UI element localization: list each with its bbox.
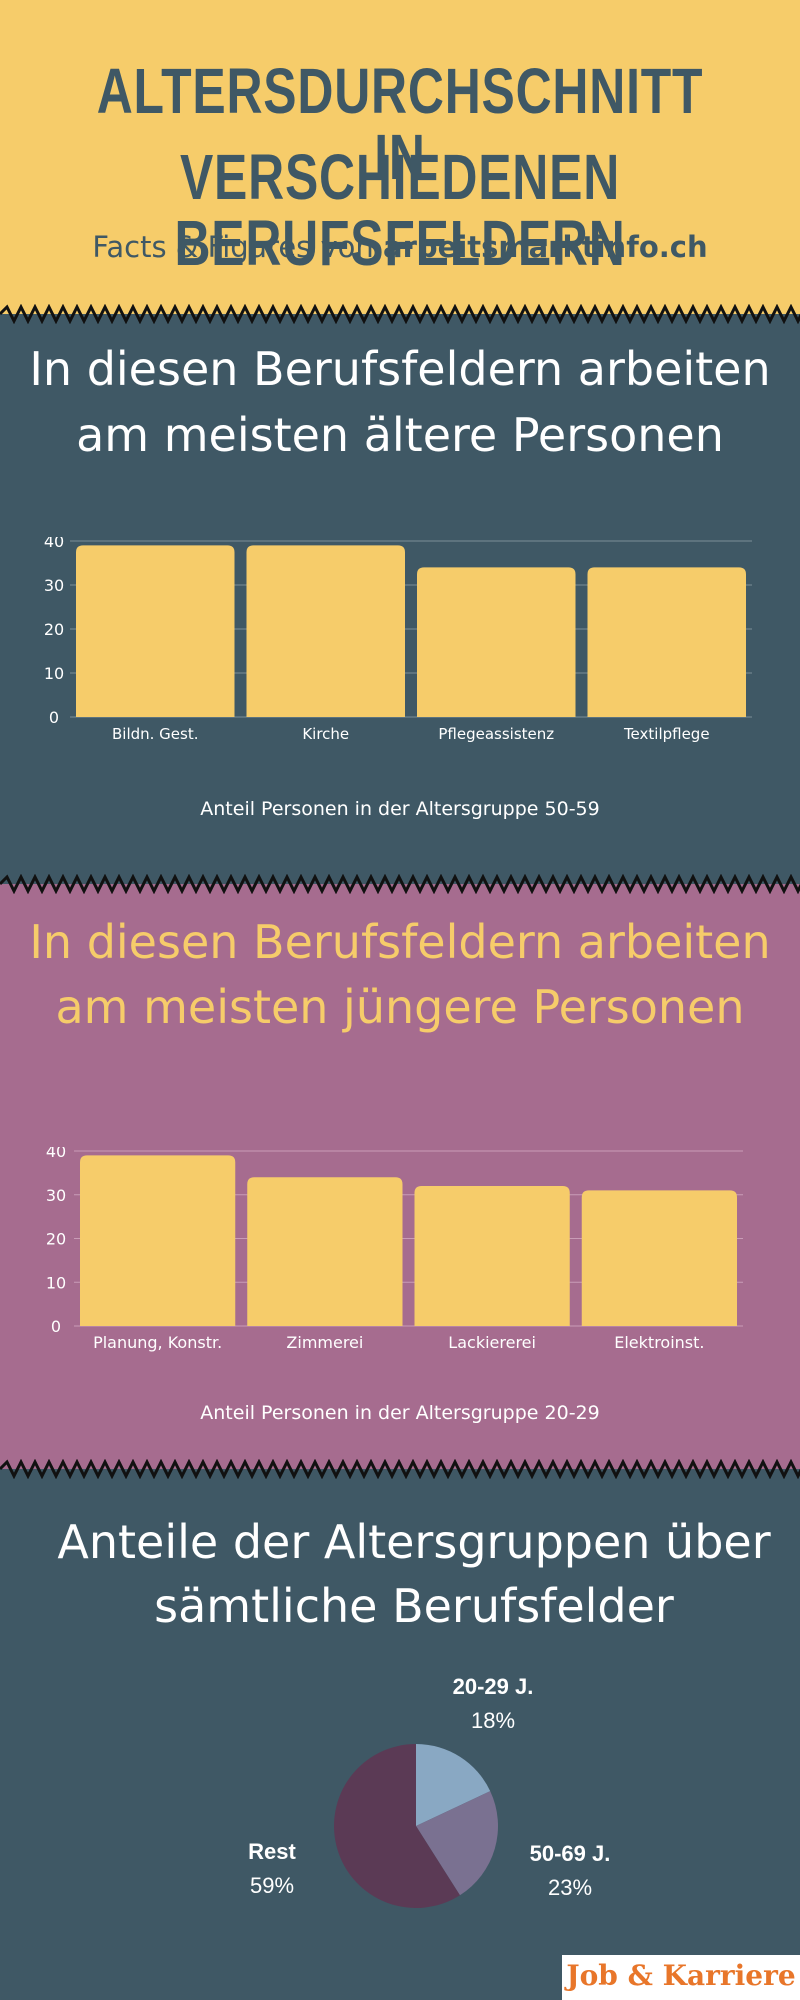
pie-label-50-69: 50-69 J. 23% [470, 1837, 670, 1905]
pie-label-20-29: 20-29 J. 18% [393, 1670, 593, 1738]
y-tick-label: 40 [44, 537, 64, 551]
bar-lackiererei [414, 1186, 570, 1326]
pie-label-rest-pct: 59% [249, 1873, 295, 1898]
pie-title-line2: sämtliche Berufsfelder [154, 1579, 674, 1633]
bar-zimmerei [247, 1177, 403, 1326]
younger-section: In diesen Berufsfeldern arbeiten am meis… [0, 885, 800, 1470]
age-group-pie-chart [333, 1744, 499, 1908]
subtitle-site: arbeitsmarktinfo.ch [383, 230, 708, 264]
header-section: ALTERSDURCHSCHNITT IN VERSCHIEDENEN BERU… [0, 0, 800, 315]
older-chart-caption: Anteil Personen in der Altersgruppe 50-5… [200, 798, 600, 820]
x-tick-label: Textilpflege [623, 725, 710, 743]
zigzag-divider [0, 1459, 800, 1479]
pie-label-rest-name: Rest [248, 1839, 296, 1864]
younger-title-line2: am meisten jüngere Personen [55, 980, 745, 1034]
y-tick-label: 10 [46, 1273, 66, 1292]
subtitle-prefix: Facts & Figures von [92, 230, 384, 264]
x-tick-label: Elektroinst. [614, 1333, 704, 1352]
y-tick-label: 20 [44, 620, 64, 639]
older-section: In diesen Berufsfeldern arbeiten am meis… [0, 315, 800, 885]
y-tick-label: 0 [49, 708, 59, 727]
zigzag-divider [0, 874, 800, 894]
main-title-line2: VERSCHIEDENEN BERUFSFELDERN [174, 141, 626, 279]
pie-title-line1: Anteile der Altersgruppen über [57, 1515, 771, 1569]
pie-label-50-69-name: 50-69 J. [529, 1841, 611, 1866]
older-title-line1: In diesen Berufsfeldern arbeiten [29, 342, 771, 396]
pie-label-20-29-pct: 18% [470, 1708, 516, 1733]
bar-kirche [246, 545, 405, 717]
x-tick-label: Pflegeassistenz [438, 725, 554, 743]
x-tick-label: Planung, Konstr. [93, 1333, 222, 1352]
younger-bar-chart: 0 10 20 30 40 Planung, Konstr. Zimmerei Lackier… [46, 1147, 743, 1352]
pie-slice-rest [333, 1744, 460, 1908]
pie-label-20-29-name: 20-29 J. [452, 1674, 534, 1699]
zigzag-divider [0, 304, 800, 324]
younger-title-line1: In diesen Berufsfeldern arbeiten [29, 915, 771, 969]
pie-label-50-69-pct: 23% [547, 1875, 593, 1900]
y-tick-label: 30 [46, 1186, 66, 1205]
pie-slice-20-29-j [416, 1744, 491, 1826]
brand-logo: Job & Karriere [562, 1955, 800, 2000]
subtitle: Facts & Figures von arbeitsmarktinfo.ch [0, 230, 800, 264]
pie-label-rest: Rest 59% [172, 1835, 372, 1903]
bar-elektroinst [581, 1190, 737, 1326]
bar-pflegeassistenz [417, 567, 576, 717]
pie-section: Anteile der Altersgruppen über sämtliche… [0, 1470, 800, 2000]
older-title-line2: am meisten ältere Personen [76, 408, 724, 462]
x-tick-label: Zimmerei [286, 1333, 363, 1352]
older-bar-chart: 0 10 20 30 40 Bildn. Gest. Kirche Pflegeassiste… [44, 537, 752, 743]
bar-textilpflege [587, 567, 746, 717]
y-tick-label: 40 [46, 1147, 66, 1161]
brand-logo-text: Job & Karriere [566, 1959, 796, 1992]
y-tick-label: 30 [44, 576, 64, 595]
x-tick-label: Lackiererei [448, 1333, 536, 1352]
x-tick-label: Bildn. Gest. [112, 725, 199, 743]
bar-bildn-gest [76, 545, 235, 717]
pie-slice-50-69-j [416, 1791, 499, 1896]
bar-planung-konstr [80, 1155, 236, 1326]
y-tick-label: 10 [44, 664, 64, 683]
y-tick-label: 0 [51, 1317, 61, 1336]
main-title-line1: ALTERSDURCHSCHNITT IN [96, 55, 704, 193]
younger-chart-caption: Anteil Personen in der Altersgruppe 20-2… [200, 1402, 600, 1424]
y-tick-label: 20 [46, 1230, 66, 1249]
x-tick-label: Kirche [302, 725, 349, 743]
